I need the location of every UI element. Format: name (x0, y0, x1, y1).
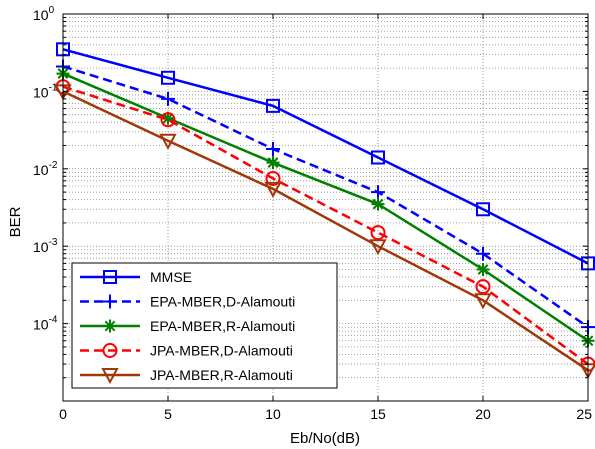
series-line (62, 85, 589, 366)
legend-marker (102, 343, 118, 358)
data-point (371, 197, 385, 211)
x-tick-label: 10 (265, 406, 281, 422)
ticks: 0 5 10 15 20 25 100 10-1 10-2 10-3 10-4 (33, 5, 592, 422)
legend-item: EPA-MBER,D-Alamouti (80, 294, 295, 310)
data-point (476, 263, 490, 276)
data-point (159, 133, 177, 150)
legend-item: EPA-MBER,R-Alamouti (80, 318, 295, 334)
data-point (161, 70, 175, 85)
legend: MMSE EPA-MBER,D-Alamouti EPA-MBER,R-Alamou… (71, 262, 338, 389)
data-point (266, 98, 280, 113)
legend-marker (101, 368, 119, 385)
legend-label: EPA-MBER,R-Alamouti (150, 318, 295, 334)
legend-label: MMSE (150, 269, 192, 285)
legend-marker (103, 270, 117, 284)
legend-marker (103, 294, 117, 309)
data-point (475, 279, 491, 295)
data-point (371, 150, 385, 165)
legend-label: JPA-MBER,D-Alamouti (150, 343, 293, 359)
series-line (62, 72, 589, 342)
y-tick-label: 10-3 (33, 237, 58, 255)
y-tick-label: 10-4 (33, 315, 58, 333)
legend-label: JPA-MBER,R-Alamouti (150, 367, 293, 383)
data-point (161, 111, 175, 125)
x-tick-label: 5 (164, 406, 172, 422)
legend-item: JPA-MBER,R-Alamouti (80, 367, 293, 385)
data-point (476, 246, 490, 261)
x-tick-label: 20 (475, 406, 491, 422)
x-tick-label: 15 (370, 406, 386, 422)
data-point (266, 156, 280, 170)
data-point (266, 142, 280, 157)
data-point (161, 91, 175, 106)
x-tick-label: 0 (59, 406, 67, 422)
data-point (476, 202, 490, 217)
data-point (160, 112, 176, 128)
series-line (62, 90, 589, 372)
data-point (474, 293, 492, 310)
y-tick-label: 10-2 (33, 160, 58, 178)
y-tick-label: 10-1 (33, 82, 58, 100)
x-axis-label: Eb/No(dB) (290, 430, 360, 447)
data-point (369, 239, 387, 256)
series-layer (54, 42, 595, 380)
legend-label: EPA-MBER,D-Alamouti (150, 294, 295, 310)
plot-frame (62, 13, 589, 402)
y-tick-label: 100 (33, 5, 55, 23)
legend-item: MMSE (80, 269, 192, 285)
data-point (265, 170, 281, 186)
data-point (370, 225, 386, 241)
series-line (62, 65, 589, 329)
data-point (264, 181, 282, 199)
legend-item: JPA-MBER,D-Alamouti (80, 343, 293, 359)
data-point (371, 185, 385, 200)
legend-marker (103, 319, 117, 333)
y-axis-label: BER (7, 206, 24, 237)
series-line (62, 48, 589, 265)
x-tick-label: 25 (576, 406, 592, 422)
